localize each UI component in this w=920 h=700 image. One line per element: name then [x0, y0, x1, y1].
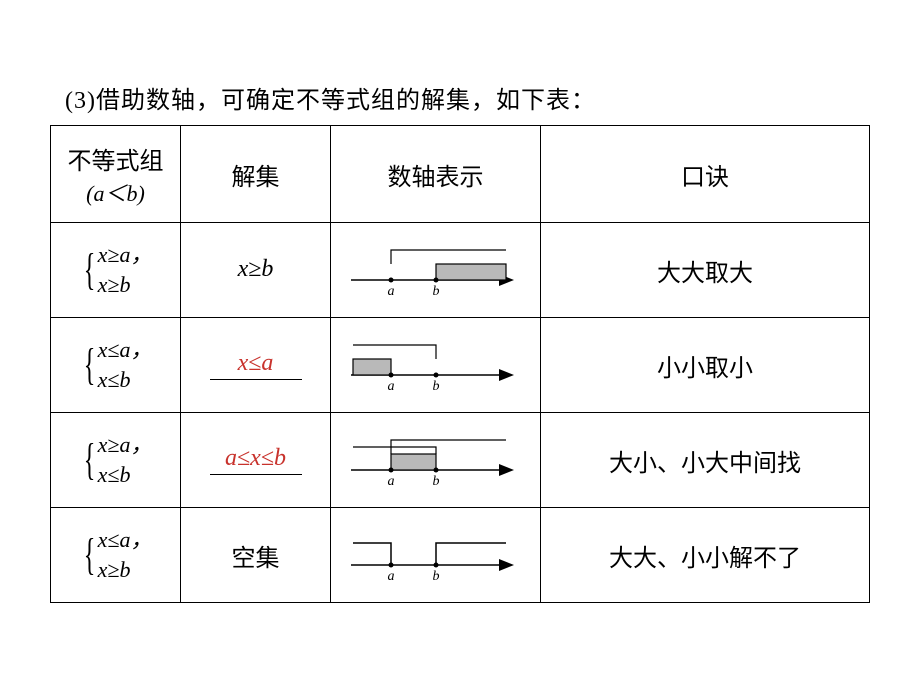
brace-icon: {: [83, 347, 95, 382]
table-row: { x≥a， x≤b a≤x≤b: [51, 413, 870, 508]
solution-table: 不等式组 (a＜b) 解集 数轴表示 口诀 { x≥a， x≥b x≥b: [50, 125, 870, 603]
header-inequality-group: 不等式组 (a＜b): [51, 126, 181, 223]
numberline-diagram: a b: [341, 430, 531, 490]
svg-text:b: b: [432, 569, 439, 584]
svg-text:a: a: [387, 569, 394, 584]
cell-solution: x≤a: [181, 318, 331, 413]
cell-inequality: { x≤a， x≥b: [51, 508, 181, 603]
header-numberline: 数轴表示: [331, 126, 541, 223]
cell-diagram: a b: [331, 318, 541, 413]
table-row: { x≤a， x≥b 空集: [51, 508, 870, 603]
cell-mnemonic: 小小取小: [541, 318, 870, 413]
svg-text:a: a: [387, 284, 394, 299]
brace-icon: {: [83, 442, 95, 477]
numberline-diagram: a b: [341, 335, 531, 395]
svg-text:b: b: [432, 379, 439, 394]
numberline-diagram: a b: [341, 525, 531, 585]
header-solution: 解集: [181, 126, 331, 223]
cell-diagram: a b: [331, 223, 541, 318]
brace-icon: {: [83, 537, 95, 572]
cell-mnemonic: 大大、小小解不了: [541, 508, 870, 603]
cell-solution: x≥b: [181, 223, 331, 318]
intro-text: (3)借助数轴，可确定不等式组的解集，如下表：: [65, 80, 870, 115]
svg-text:a: a: [387, 474, 394, 489]
cell-solution: a≤x≤b: [181, 413, 331, 508]
brace-icon: {: [83, 252, 95, 287]
header-mnemonic: 口诀: [541, 126, 870, 223]
table-row: { x≥a， x≥b x≥b: [51, 223, 870, 318]
table-row: { x≤a， x≤b x≤a: [51, 318, 870, 413]
cell-solution: 空集: [181, 508, 331, 603]
cell-diagram: a b: [331, 508, 541, 603]
table-header-row: 不等式组 (a＜b) 解集 数轴表示 口诀: [51, 126, 870, 223]
numberline-diagram: a b: [341, 240, 531, 300]
cell-mnemonic: 大大取大: [541, 223, 870, 318]
cell-mnemonic: 大小、小大中间找: [541, 413, 870, 508]
cell-diagram: a b: [331, 413, 541, 508]
svg-text:a: a: [387, 379, 394, 394]
cell-inequality: { x≤a， x≤b: [51, 318, 181, 413]
cell-inequality: { x≥a， x≤b: [51, 413, 181, 508]
svg-text:b: b: [432, 284, 439, 299]
cell-inequality: { x≥a， x≥b: [51, 223, 181, 318]
svg-text:b: b: [432, 474, 439, 489]
